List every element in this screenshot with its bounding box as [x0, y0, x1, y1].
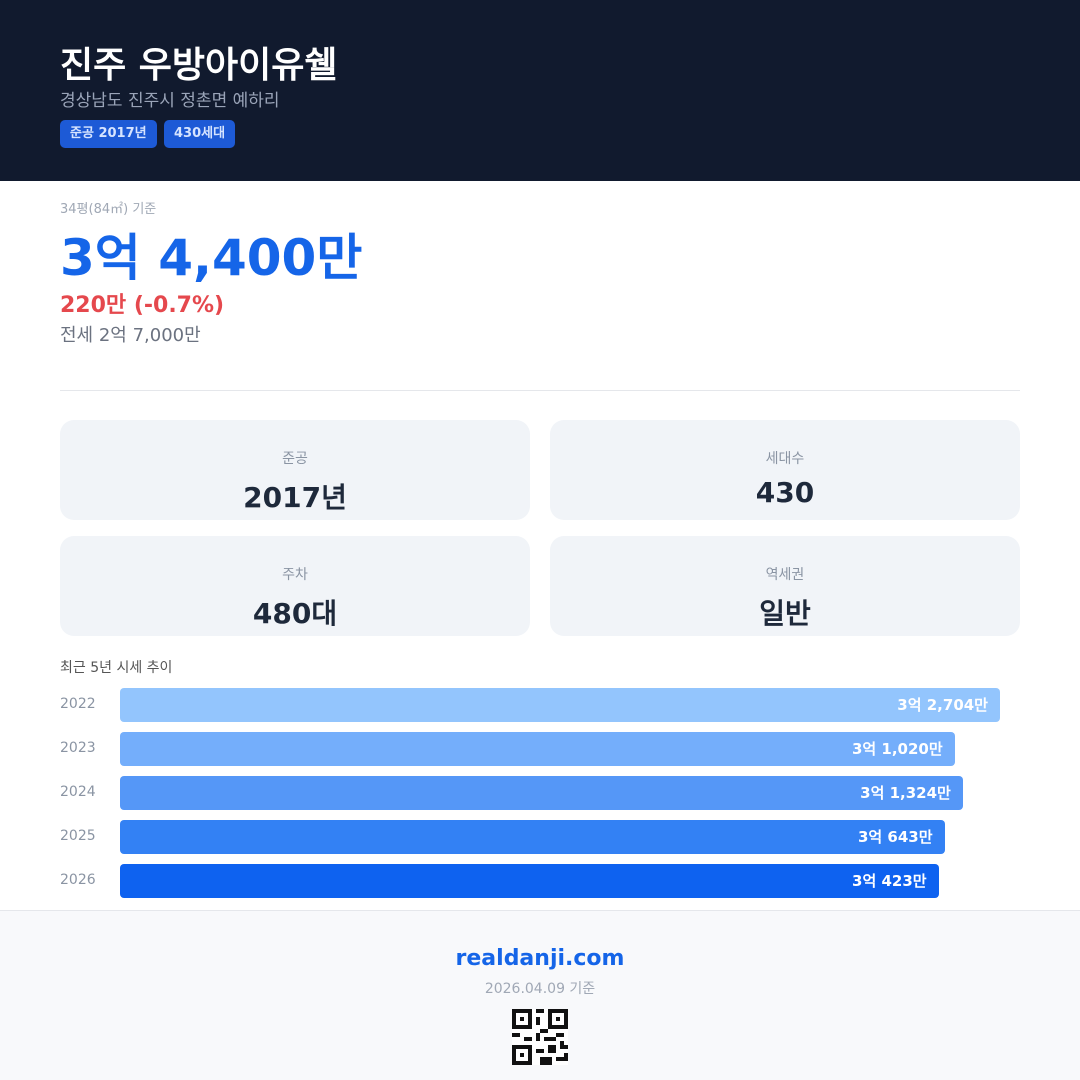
address: 경상남도 진주시 정촌면 예하리	[60, 91, 280, 111]
y-tick-label: 2024	[60, 784, 96, 800]
value-label: 3억 1,020만	[851, 740, 943, 758]
stat-value: 2017년	[243, 481, 347, 514]
badge: 준공 2017년	[60, 120, 157, 148]
price-change: 220만 (-0.7%)	[60, 293, 225, 318]
stat-value: 일반	[759, 597, 811, 630]
y-tick-label: 2025	[60, 828, 96, 844]
stat-label: 세대수	[765, 451, 805, 467]
chart-title: 최근 5년 시세 추이	[60, 660, 173, 676]
stat-label: 준공	[282, 451, 308, 467]
price: 3억 4,400만	[60, 229, 363, 287]
site: realdanji.com	[455, 946, 625, 971]
footer: realdanji.com 2026.04.09 기준	[0, 910, 1080, 1080]
value-label: 3억 2,704만	[897, 696, 988, 714]
bar: 3억 643만	[120, 820, 945, 854]
stat-card: 준공 2017년	[60, 420, 530, 520]
jeonse: 전세 2억 7,000만	[60, 325, 201, 346]
qr-code	[512, 1009, 568, 1065]
header: 진주 우방아이유쉘 경상남도 진주시 정촌면 예하리 준공 2017년 430세…	[0, 0, 1080, 181]
stat-card: 주차 480대	[60, 536, 530, 636]
stat-label: 주차	[282, 567, 308, 583]
y-tick-label: 2023	[60, 740, 96, 756]
y-tick-label: 2026	[60, 872, 96, 888]
bar: 3억 2,704만	[120, 688, 1000, 722]
badge: 430세대	[164, 120, 236, 148]
stat-card: 세대수 430	[550, 420, 1020, 520]
value-label: 3억 423만	[852, 872, 927, 890]
bar: 3억 423만	[120, 864, 939, 898]
stat-value: 430	[755, 476, 815, 509]
stat-label: 역세권	[765, 567, 805, 583]
bar: 3억 1,020만	[120, 732, 955, 766]
value-label: 3억 1,324만	[860, 784, 951, 802]
divider	[60, 390, 1020, 391]
y-tick-label: 2022	[60, 696, 96, 712]
bar: 3억 1,324만	[120, 776, 963, 810]
price-basis: 34평(84㎡) 기준	[60, 202, 157, 217]
stat-value: 480대	[252, 597, 338, 630]
date: 2026.04.09 기준	[484, 981, 596, 997]
value-label: 3억 643만	[857, 828, 933, 846]
title: 진주 우방아이유쉘	[60, 45, 338, 86]
